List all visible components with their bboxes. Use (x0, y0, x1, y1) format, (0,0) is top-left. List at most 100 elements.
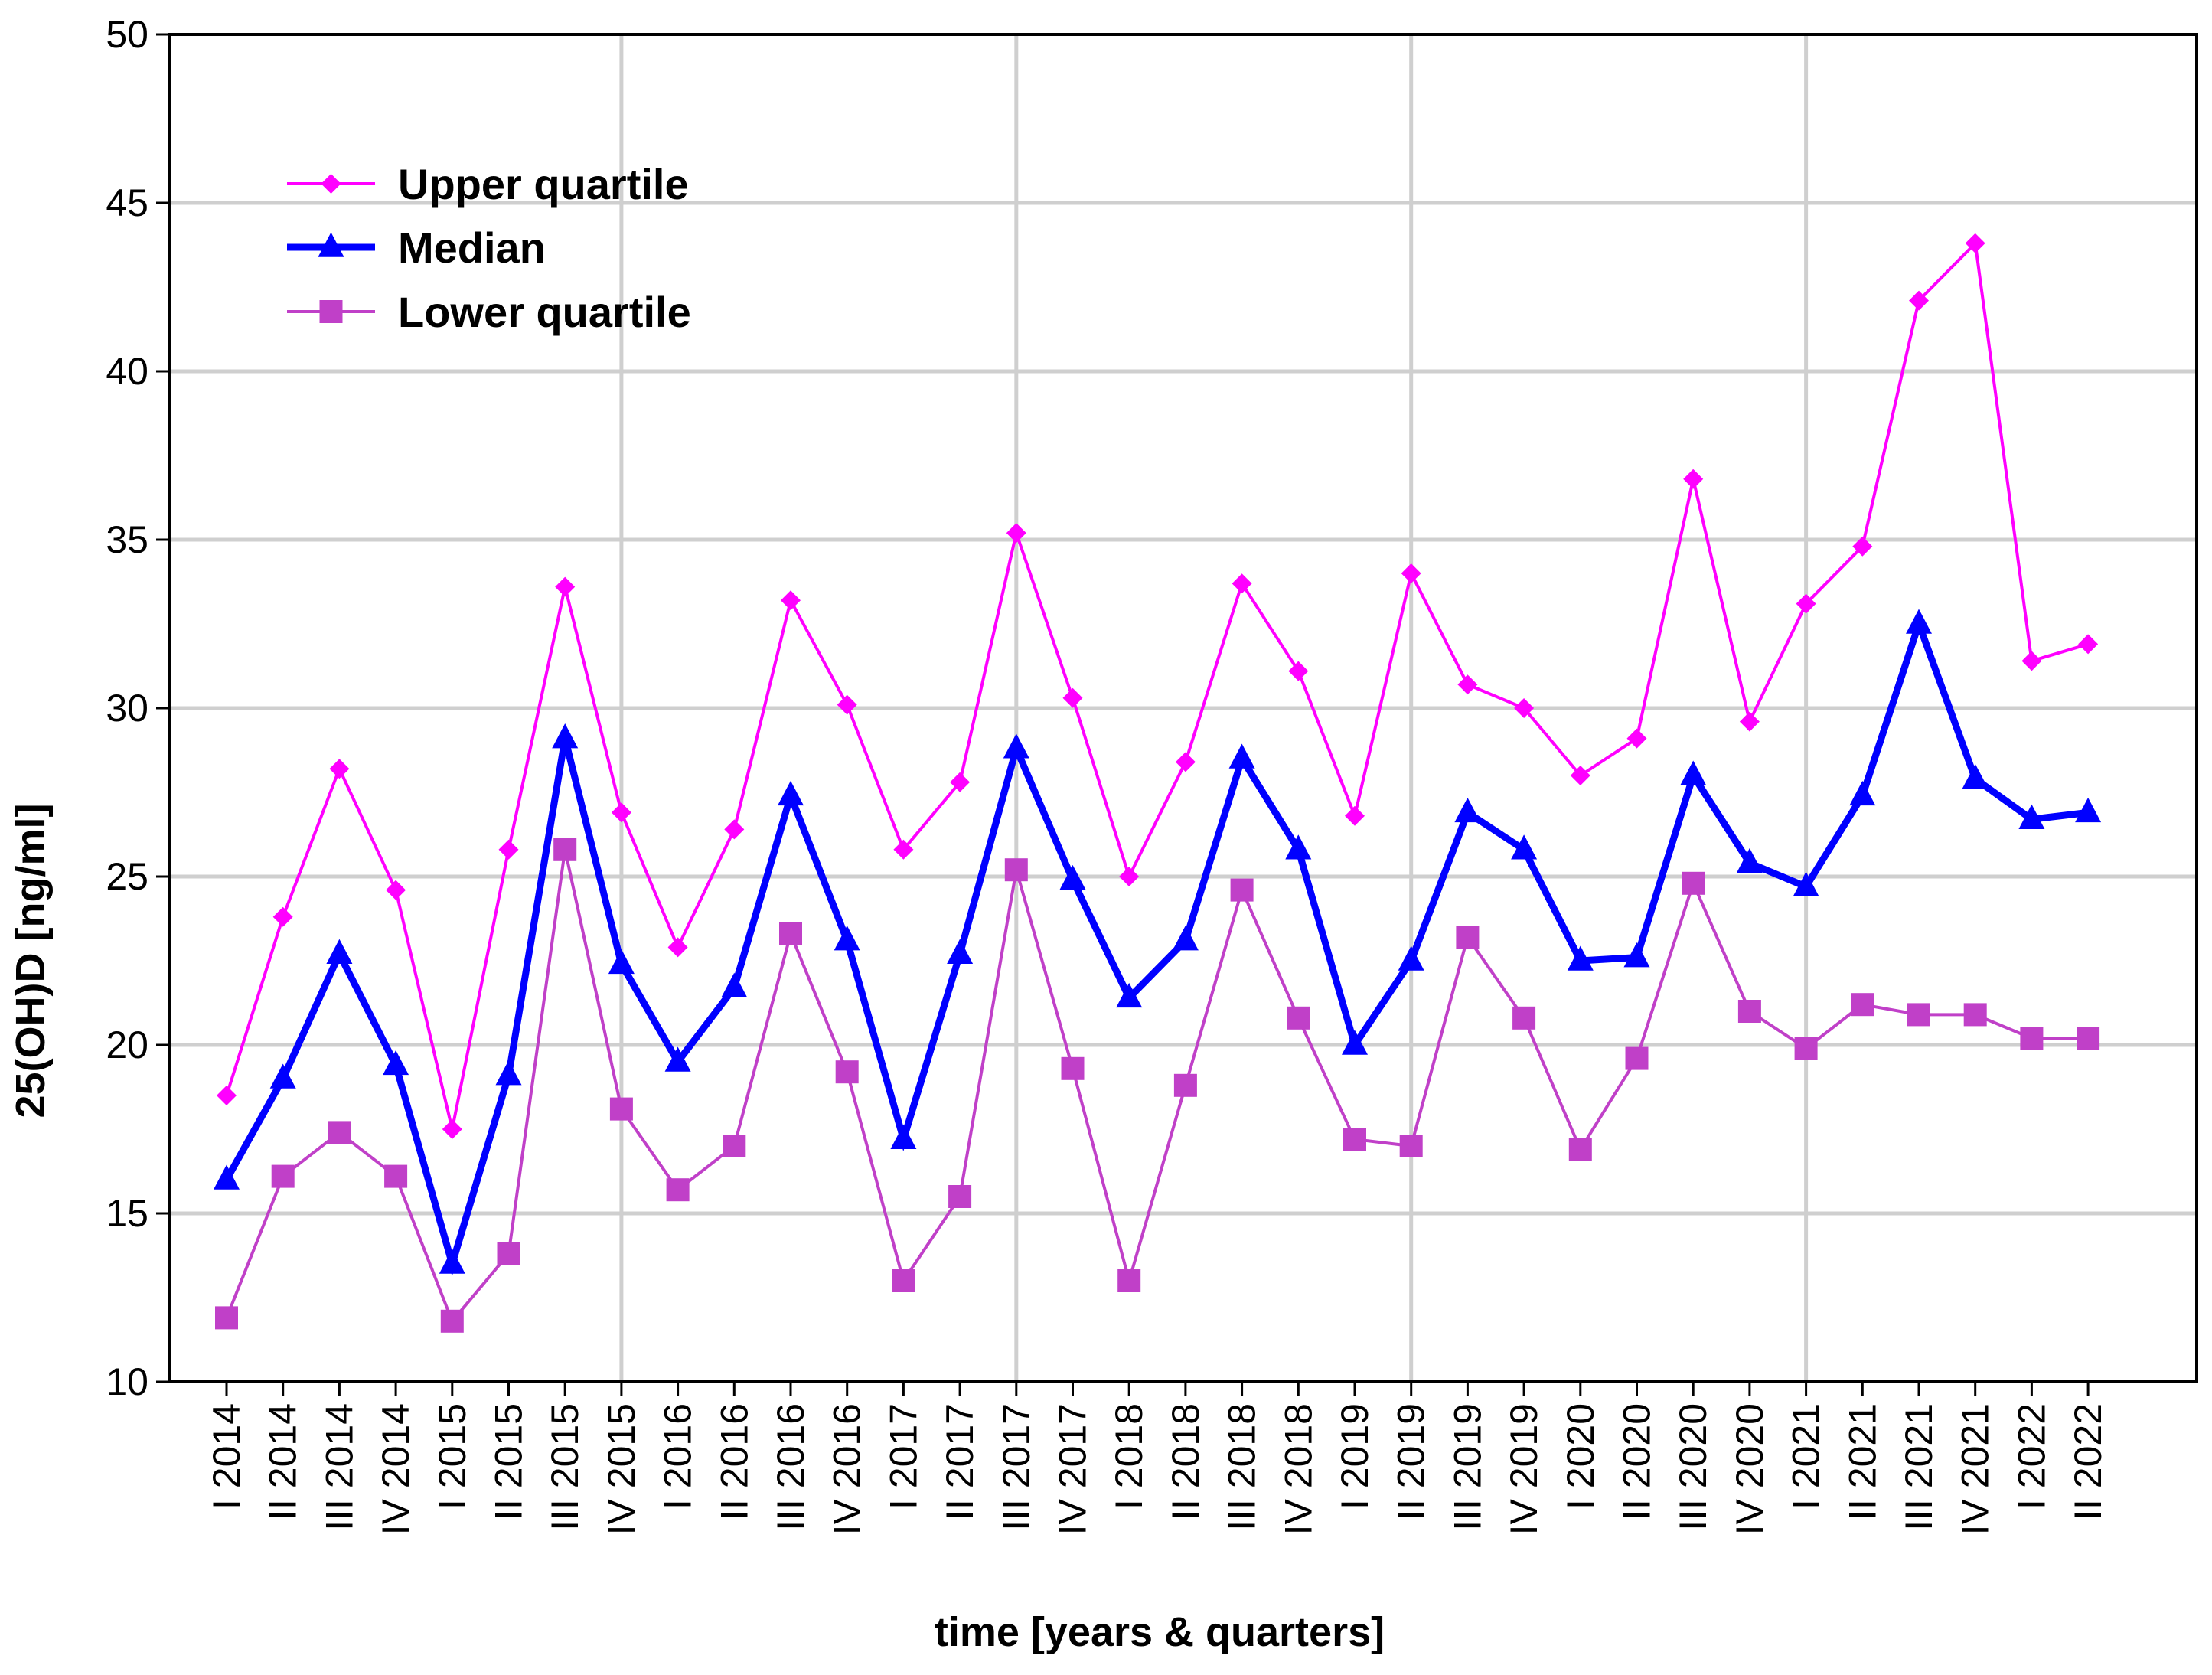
series-layer (214, 233, 2102, 1333)
x-tick-label: II 2014 (262, 1403, 305, 1520)
plot-frame (168, 33, 2198, 1383)
data-point-triangle (947, 939, 974, 964)
x-tick-label: IV 2014 (374, 1403, 417, 1535)
data-point-triangle (1906, 609, 1932, 634)
x-tick-label: III 2020 (1672, 1403, 1714, 1531)
data-point-triangle (608, 949, 635, 975)
x-tick-label: III 2021 (1897, 1403, 1940, 1531)
x-tick-label: IV 2019 (1502, 1403, 1545, 1535)
series-line (223, 613, 2089, 1277)
x-tick-label: III 2019 (1446, 1403, 1489, 1531)
data-point-square (835, 1060, 859, 1084)
data-point-square (666, 1178, 690, 1202)
x-tick-label: III 2017 (995, 1403, 1038, 1531)
data-point-triangle (1342, 1030, 1368, 1055)
x-tick-label: IV 2018 (1277, 1403, 1320, 1535)
data-point-triangle (2018, 804, 2045, 829)
x-tick-label: IV 2015 (600, 1403, 643, 1535)
data-point-square (319, 300, 343, 323)
data-point-diamond (1852, 536, 1873, 557)
data-point-square (553, 838, 577, 861)
data-point-diamond (1626, 728, 1647, 749)
x-tick-label: I 2016 (657, 1403, 700, 1510)
data-point-diamond (1345, 805, 1365, 826)
data-point-square (497, 1242, 520, 1265)
legend-label: Upper quartile (398, 160, 689, 208)
data-point-square (1399, 1135, 1423, 1157)
data-point-square (215, 1306, 238, 1330)
data-point-triangle (495, 1060, 522, 1086)
x-tick-label: III 2015 (543, 1403, 586, 1531)
data-point-square (1456, 926, 1480, 949)
data-point-diamond (555, 576, 576, 597)
data-point-square (948, 1185, 972, 1208)
x-tick-label: III 2016 (769, 1403, 812, 1531)
data-point-square (2077, 1027, 2100, 1050)
data-point-triangle (1680, 760, 1707, 785)
x-tick-label: II 2021 (1841, 1403, 1884, 1520)
data-point-square (1682, 871, 1705, 895)
data-point-diamond (667, 937, 688, 958)
data-point-square (609, 1097, 633, 1121)
y-tick-label: 45 (106, 181, 148, 224)
x-tick-label: III 2018 (1221, 1403, 1264, 1531)
data-point-diamond (611, 802, 631, 823)
data-point-square (1963, 1003, 1987, 1027)
data-point-diamond (1457, 674, 1478, 695)
data-point-triangle (1736, 847, 1763, 873)
data-point-diamond (386, 880, 406, 900)
data-point-diamond (837, 694, 857, 715)
data-point-triangle (1567, 945, 1594, 971)
data-point-triangle (326, 939, 353, 964)
data-point-diamond (217, 1086, 237, 1105)
x-tick-label: I 2022 (2010, 1403, 2053, 1510)
series-lower-quartile (215, 838, 2100, 1333)
axes-layer: 10 15 20 25 30 35 40 45 50 I 2014 II 2014 III 2014 I… (106, 13, 2198, 1535)
data-point-square (1287, 1006, 1310, 1030)
data-point-square (1907, 1003, 1930, 1027)
data-point-diamond (893, 839, 914, 860)
data-point-diamond (442, 1119, 462, 1139)
y-axis-title: 25(OH)D [ng/ml] (8, 804, 54, 1118)
data-point-square (1061, 1056, 1085, 1080)
data-point-square (1117, 1269, 1141, 1292)
data-point-square (271, 1164, 295, 1188)
data-point-square (1625, 1046, 1649, 1070)
data-point-triangle (1454, 797, 1481, 823)
data-point-triangle (1003, 733, 1029, 759)
data-point-triangle (721, 972, 748, 997)
x-tick-label: III 2014 (318, 1403, 361, 1531)
series-line (225, 849, 2089, 1324)
data-point-diamond (1514, 698, 1535, 718)
data-point-square (1851, 993, 1874, 1017)
data-point-diamond (321, 174, 341, 194)
data-point-triangle (1172, 926, 1199, 951)
data-point-square (384, 1164, 408, 1188)
data-point-diamond (1683, 469, 1704, 489)
data-point-triangle (1285, 834, 1312, 860)
data-point-triangle (1962, 763, 1989, 789)
data-point-triangle (778, 780, 804, 806)
data-point-square (1794, 1037, 1818, 1060)
data-point-diamond (1401, 563, 1421, 583)
data-point-square (723, 1135, 746, 1157)
data-point-triangle (1398, 945, 1424, 971)
data-point-triangle (1793, 871, 1819, 896)
data-point-diamond (1062, 687, 1083, 708)
y-tick-label: 25 (106, 855, 148, 898)
data-point-diamond (498, 839, 519, 860)
x-tick-label: I 2017 (882, 1403, 925, 1510)
data-point-diamond (1232, 573, 1252, 594)
data-point-square (779, 922, 802, 945)
data-point-triangle (318, 232, 344, 257)
legend: Upper quartile Median Lower quartile (287, 160, 691, 336)
data-point-square (440, 1309, 464, 1333)
data-point-square (1512, 1006, 1536, 1030)
data-point-triangle (439, 1249, 465, 1274)
data-point-diamond (1909, 290, 1929, 311)
data-point-diamond (1739, 711, 1760, 732)
x-tick-label: II 2018 (1164, 1403, 1207, 1520)
data-point-diamond (1288, 661, 1309, 681)
